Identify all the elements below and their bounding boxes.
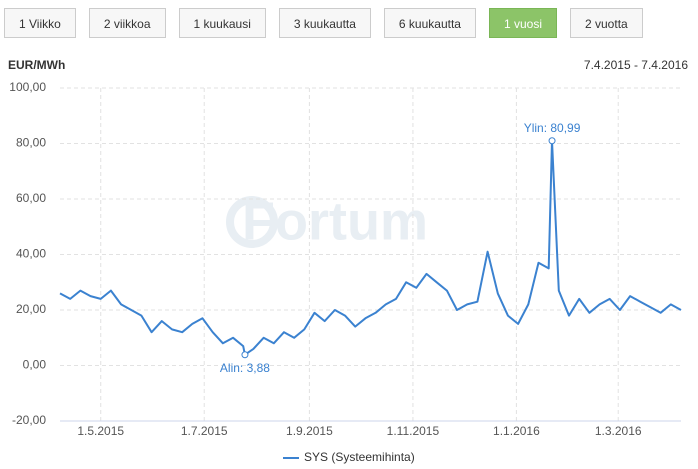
y-tick-label: 80,00 <box>16 136 46 150</box>
annotation-label: Alin: 3,88 <box>220 361 270 375</box>
range-button[interactable]: 2 viikkoa <box>88 8 166 38</box>
y-tick-label: 20,00 <box>16 302 46 316</box>
y-tick-label: 40,00 <box>16 247 46 261</box>
range-button[interactable]: 1 vuosi <box>488 8 557 38</box>
annotation-label: Ylin: 80,99 <box>524 121 581 135</box>
annotation-marker <box>548 137 556 145</box>
range-button[interactable]: 3 kuukautta <box>278 8 371 38</box>
x-tick-label: 1.9.2015 <box>286 424 333 438</box>
y-tick-label: 0,00 <box>23 358 47 372</box>
y-tick-label: 100,00 <box>9 80 46 94</box>
legend-label: SYS (Systeemihinta) <box>304 450 415 464</box>
y-tick-label: -20,00 <box>12 413 46 427</box>
x-tick-label: 1.7.2015 <box>181 424 228 438</box>
watermark: Fortum <box>242 191 428 251</box>
series-line <box>59 139 682 356</box>
range-button[interactable]: 6 kuukautta <box>383 8 476 38</box>
range-button[interactable]: 2 vuotta <box>570 8 643 38</box>
range-button[interactable]: 1 kuukausi <box>178 8 266 38</box>
y-axis-label: EUR/MWh <box>8 58 65 72</box>
range-button[interactable]: 1 Viikko <box>4 8 76 38</box>
x-tick-label: 1.5.2015 <box>77 424 124 438</box>
watermark-logo <box>226 196 278 248</box>
date-range: 7.4.2015 - 7.4.2016 <box>584 58 688 72</box>
y-tick-label: 60,00 <box>16 191 46 205</box>
range-buttons: 1 Viikko 2 viikkoa 1 kuukausi 3 kuukautta 6 … <box>4 8 643 38</box>
x-tick-label: 1.11.2015 <box>387 424 440 438</box>
x-tick-label: 1.1.2016 <box>493 424 540 438</box>
annotation-marker <box>241 351 249 359</box>
x-tick-label: 1.3.2016 <box>595 424 642 438</box>
